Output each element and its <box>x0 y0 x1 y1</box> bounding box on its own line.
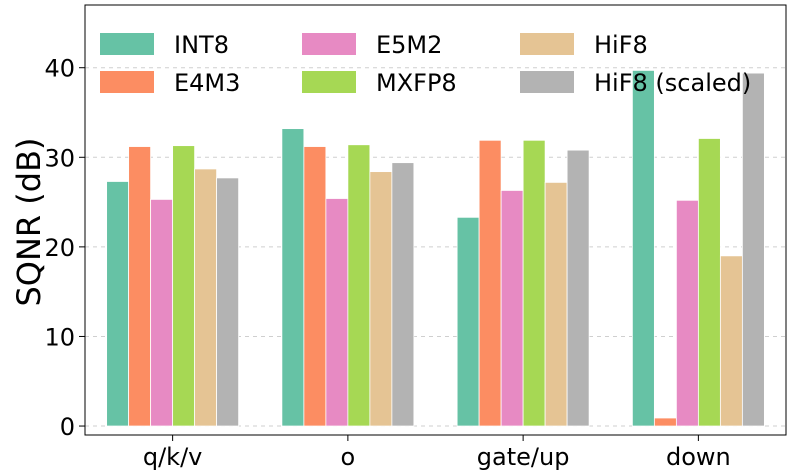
y-tick-label: 40 <box>44 55 75 83</box>
legend-swatch <box>520 71 574 93</box>
legend-swatch <box>100 33 154 55</box>
legend-label: E5M2 <box>376 31 442 59</box>
bar-e4m3-0 <box>128 146 152 427</box>
bar-int8-0 <box>106 181 130 427</box>
bar-e4m3-1 <box>303 146 327 427</box>
y-tick-label: 30 <box>44 144 75 172</box>
bar-hif8-scaled-3 <box>741 72 765 427</box>
legend: INT8 E4M3 E5M2 MXFP8 HiF8 HiF8 (scaled) <box>100 31 751 97</box>
bar-mxfp8-0 <box>172 145 196 427</box>
x-tick-label: q/k/v <box>143 443 203 471</box>
y-tick-label: 0 <box>60 413 75 441</box>
y-axis-title: SQNR (dB) <box>10 137 48 306</box>
bar-int8-2 <box>456 216 480 427</box>
bar-e4m3-2 <box>478 139 502 427</box>
bar-hif8-2 <box>544 181 568 427</box>
bar-hif8-scaled-2 <box>566 149 590 427</box>
bar-e5m2-1 <box>325 198 349 427</box>
x-tick-label: o <box>341 443 356 471</box>
legend-label: MXFP8 <box>376 69 457 97</box>
legend-label: INT8 <box>174 31 229 59</box>
bar-mxfp8-3 <box>697 138 721 427</box>
bar-e5m2-3 <box>675 199 699 427</box>
y-tick-label: 10 <box>44 323 75 351</box>
bar-mxfp8-1 <box>347 144 371 427</box>
bar-hif8-1 <box>369 171 393 427</box>
bar-mxfp8-2 <box>522 139 546 427</box>
bar-e5m2-2 <box>500 190 524 427</box>
bar-hif8-3 <box>719 255 743 427</box>
legend-label: HiF8 <box>594 31 648 59</box>
bar-e5m2-0 <box>150 198 174 427</box>
x-tick-label: down <box>666 443 731 471</box>
legend-label: HiF8 (scaled) <box>594 69 751 97</box>
legend-swatch <box>520 33 574 55</box>
axes-layer: 0 10 20 30 40 q/k/v o gate/up down <box>44 4 787 471</box>
bar-hif8-0 <box>194 168 218 427</box>
bar-hif8-scaled-1 <box>391 162 415 427</box>
bar-hif8-scaled-0 <box>216 177 240 427</box>
bar-e4m3-3 <box>653 417 677 427</box>
legend-label: E4M3 <box>174 69 240 97</box>
legend-swatch <box>302 33 356 55</box>
bar-int8-3 <box>631 69 655 427</box>
plot-frame <box>84 4 787 436</box>
x-tick-label: gate/up <box>477 443 570 471</box>
legend-swatch <box>302 71 356 93</box>
bar-int8-1 <box>281 128 305 427</box>
legend-swatch <box>100 71 154 93</box>
bars-layer <box>106 69 765 427</box>
y-tick-label: 20 <box>44 234 75 262</box>
